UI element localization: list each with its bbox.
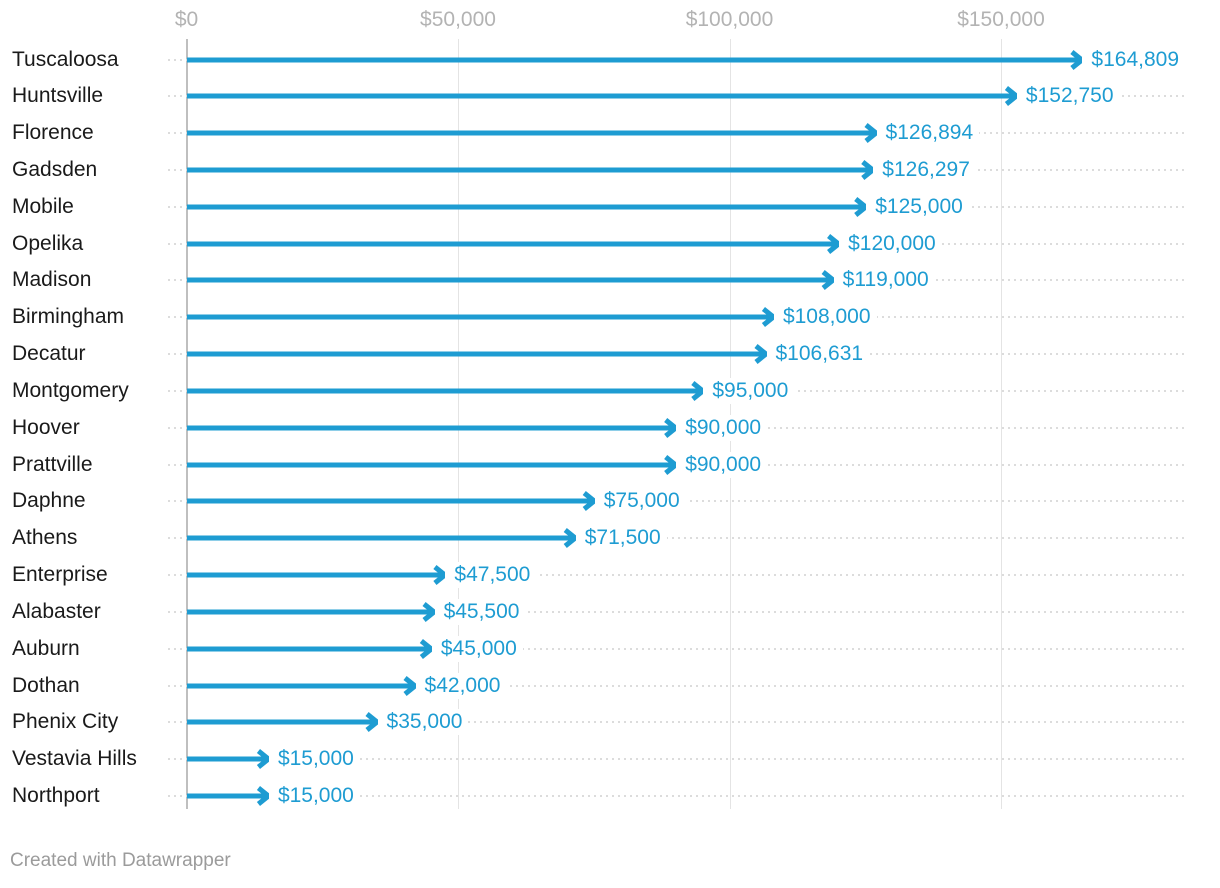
value-arrow	[186, 123, 880, 144]
x-tick-label: $50,000	[420, 8, 496, 31]
x-tick-label: $100,000	[685, 8, 774, 31]
category-label: Opelika	[12, 231, 84, 255]
value-label: $15,000	[268, 746, 360, 773]
category-label: Florence	[12, 121, 94, 145]
category-label: Hoover	[12, 415, 80, 439]
value-label: $120,000	[839, 230, 942, 257]
value-label: $164,809	[1082, 46, 1185, 73]
row-guide-dots	[168, 795, 1186, 798]
row-guide-dots	[168, 721, 1186, 724]
y-axis-line	[185, 38, 188, 809]
gridline	[458, 38, 459, 809]
x-tick-label: $0	[174, 8, 199, 31]
value-label: $71,500	[575, 525, 667, 552]
value-label: $90,000	[676, 451, 768, 478]
category-label: Huntsville	[12, 84, 104, 108]
category-label: Alabaster	[12, 599, 101, 623]
value-label: $45,000	[431, 635, 523, 662]
category-label: Vestavia Hills	[12, 747, 137, 771]
category-label: Birmingham	[12, 305, 125, 329]
value-label: $108,000	[773, 304, 877, 331]
row-guide-dots	[168, 574, 1186, 577]
value-arrow	[186, 160, 877, 180]
value-arrow	[186, 417, 680, 438]
category-label: Enterprise	[12, 563, 108, 587]
value-arrow	[186, 491, 598, 512]
row-guide-dots	[168, 537, 1186, 540]
category-label: Northport	[12, 784, 100, 808]
value-label: $126,297	[873, 156, 976, 183]
value-label: $42,000	[415, 672, 507, 699]
value-arrow	[186, 270, 837, 291]
category-label: Phenix City	[12, 710, 119, 734]
category-label: Decatur	[12, 342, 86, 366]
category-label: Prattville	[12, 452, 93, 476]
value-arrow	[186, 49, 1086, 70]
gridline	[1001, 38, 1002, 809]
value-label: $90,000	[676, 414, 768, 441]
value-arrow	[186, 196, 870, 217]
value-label: $119,000	[833, 267, 935, 294]
value-label: $95,000	[703, 377, 795, 404]
value-arrow	[186, 454, 680, 475]
x-tick-label: $150,000	[957, 8, 1045, 31]
category-label: Madison	[12, 268, 92, 292]
row-guide-dots	[168, 610, 1186, 613]
value-label: $75,000	[594, 488, 686, 515]
category-label: Gadsden	[12, 157, 98, 181]
row-guide-dots	[168, 647, 1186, 650]
category-label: Athens	[12, 526, 78, 550]
value-label: $35,000	[377, 709, 469, 736]
value-label: $45,500	[434, 598, 526, 625]
row-guide-dots	[168, 684, 1186, 687]
value-arrow	[186, 233, 843, 254]
datawrapper-credit: Created with Datawrapper	[10, 850, 231, 871]
value-arrow	[186, 675, 419, 696]
value-label: $47,500	[445, 562, 537, 589]
value-label: $152,750	[1016, 83, 1120, 110]
category-label: Daphne	[12, 489, 86, 513]
value-arrow	[186, 638, 435, 659]
value-arrow	[186, 601, 438, 622]
row-guide-dots	[168, 758, 1186, 761]
value-arrow	[186, 749, 272, 770]
value-arrow	[186, 86, 1020, 107]
value-label: $15,000	[268, 783, 360, 810]
value-label: $125,000	[866, 193, 969, 220]
value-arrow	[186, 307, 777, 328]
value-arrow	[186, 786, 272, 807]
category-label: Montgomery	[12, 378, 129, 402]
value-arrow	[186, 381, 707, 401]
value-label: $106,631	[766, 341, 870, 368]
value-arrow	[186, 344, 770, 365]
value-arrow	[186, 565, 449, 586]
category-label: Tuscaloosa	[12, 47, 119, 71]
category-label: Dothan	[12, 673, 80, 697]
value-arrow	[186, 528, 579, 549]
category-label: Mobile	[12, 194, 74, 218]
category-label: Auburn	[12, 636, 80, 660]
value-arrow	[186, 712, 381, 733]
value-label: $126,894	[876, 120, 980, 147]
